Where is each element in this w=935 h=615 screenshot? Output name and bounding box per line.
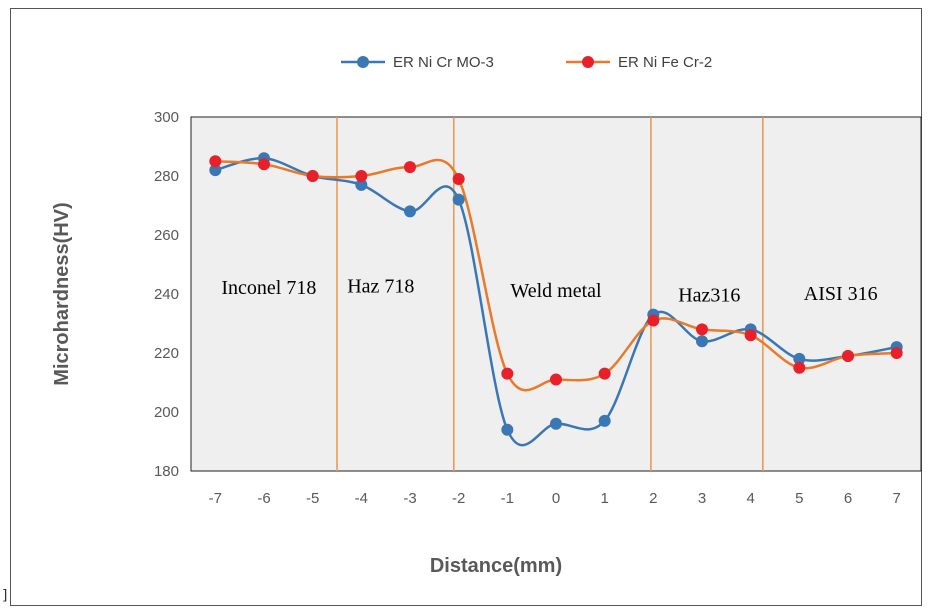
- series-0-point-7: [550, 417, 562, 430]
- series-line-1: [215, 158, 897, 392]
- series-0-point-4: [404, 205, 416, 218]
- x-tick-label-1: -6: [257, 490, 270, 507]
- x-tick-label-4: -3: [403, 490, 416, 507]
- series-0-point-3: [355, 178, 368, 191]
- x-tick-label-5: -2: [452, 490, 465, 507]
- x-tick-label-11: 4: [746, 490, 754, 507]
- series-1-point-11: [744, 329, 757, 342]
- y-tick-label-6: 300: [154, 109, 179, 126]
- x-tick-label-9: 2: [649, 490, 657, 507]
- series-0-point-0: [209, 164, 222, 177]
- series-1-point-6: [501, 367, 514, 380]
- region-label-3: Haz316: [678, 284, 740, 306]
- x-tick-label-10: 3: [698, 490, 706, 507]
- x-tick-label-2: -5: [306, 490, 319, 507]
- x-tick-label-7: 0: [552, 490, 560, 507]
- series-1-point-10: [696, 323, 708, 336]
- region-label-1: Haz 718: [347, 276, 414, 298]
- y-tick-label-4: 260: [154, 227, 179, 244]
- series-0-point-10: [696, 335, 708, 348]
- legend-label-0: ER Ni Cr MO-3: [393, 54, 494, 71]
- series-0-point-12: [793, 352, 806, 365]
- series-1-point-13: [842, 349, 854, 362]
- series-0-point-6: [501, 423, 514, 436]
- series-1-point-5: [452, 172, 465, 185]
- chart-frame: 180 200 220 240 260 280 300 -7 -6 -5 -4 -3 -2 -1 0 1 2 3 4…: [10, 8, 922, 606]
- stray-bracket-mark: ]: [2, 588, 8, 604]
- y-tick-label-1: 200: [154, 404, 179, 421]
- series-1-point-12: [793, 361, 806, 374]
- region-label-0: Inconel 718: [221, 277, 316, 299]
- region-label-2: Weld metal: [510, 280, 602, 302]
- y-axis-title: Microhardness(HV): [51, 202, 73, 385]
- y-tick-label-3: 240: [154, 286, 179, 303]
- series-1-point-9: [647, 314, 660, 327]
- x-tick-label-6: -1: [501, 490, 514, 507]
- legend-label-1: ER Ni Fe Cr-2: [618, 54, 712, 71]
- x-tick-label-14: 7: [892, 490, 900, 507]
- region-label-4: AISI 316: [804, 283, 878, 305]
- series-line-0: [215, 157, 897, 447]
- series-1-point-0: [209, 155, 222, 168]
- x-tick-label-13: 6: [844, 490, 852, 507]
- y-tick-label-2: 220: [154, 345, 179, 362]
- y-tick-label-5: 280: [154, 168, 179, 185]
- legend-marker-0: [357, 56, 369, 68]
- x-tick-label-12: 5: [795, 490, 803, 507]
- series-1-point-1: [258, 158, 270, 171]
- series-1-point-14: [890, 347, 903, 359]
- x-tick-label-3: -4: [355, 490, 368, 507]
- line-chart: 180 200 220 240 260 280 300 -7 -6 -5 -4 -3 -2 -1 0 1 2 3 4…: [51, 54, 922, 577]
- legend-marker-1: [582, 56, 594, 68]
- series-1-point-7: [550, 373, 562, 386]
- series-1-point-2: [306, 170, 319, 182]
- x-tick-label-0: -7: [209, 490, 222, 507]
- x-tick-label-8: 1: [600, 490, 608, 507]
- series-1-point-3: [355, 170, 368, 182]
- x-axis-title: Distance(mm): [430, 555, 562, 577]
- y-tick-label-0: 180: [154, 463, 179, 480]
- series-0-point-5: [452, 193, 465, 206]
- series-0-point-8: [598, 414, 611, 427]
- series-1-point-4: [404, 161, 416, 174]
- series-1-point-8: [598, 367, 611, 380]
